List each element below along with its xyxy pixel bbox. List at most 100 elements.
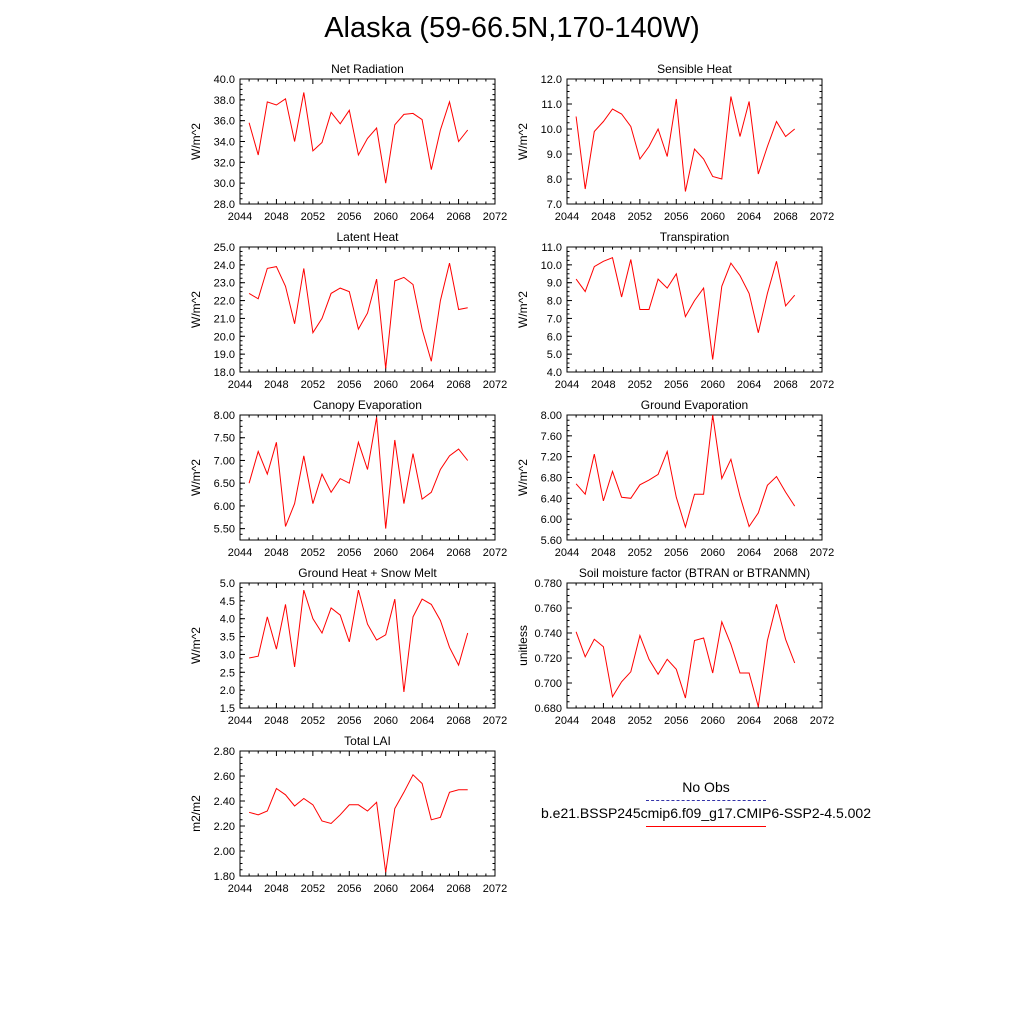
legend-obs: No Obs [540, 778, 872, 804]
y-tick-label: 3.0 [220, 649, 235, 661]
plot-frame [566, 78, 823, 205]
legend-obs-line [646, 800, 766, 801]
y-axis-label: W/m^2 [516, 123, 530, 160]
panel-title: Net Radiation [331, 62, 404, 76]
x-tick-label: 2064 [737, 379, 761, 391]
y-tick-label: 4.0 [547, 367, 562, 379]
x-tick-label: 2048 [591, 715, 615, 727]
plot-frame [239, 78, 496, 205]
x-tick-label: 2048 [264, 883, 288, 895]
x-tick-label: 2064 [737, 547, 761, 559]
legend-model-line [646, 826, 766, 827]
x-tick-label: 2072 [483, 211, 507, 223]
y-tick-label: 6.00 [541, 514, 562, 526]
series-line [248, 262, 468, 369]
y-tick-label: 6.0 [547, 331, 562, 343]
y-axis-label: W/m^2 [189, 627, 203, 664]
y-tick-label: 1.5 [220, 703, 235, 715]
x-tick-label: 2072 [810, 379, 834, 391]
y-tick-label: 2.80 [214, 746, 235, 758]
y-tick-label: 36.0 [214, 116, 235, 128]
chart-panel: Transpiration W/m^2 2044 2048 2052 2056 2060 20… [516, 230, 834, 391]
y-tick-label: 5.0 [547, 349, 562, 361]
y-tick-label: 2.0 [220, 685, 235, 697]
x-tick-label: 2056 [664, 715, 688, 727]
x-tick-label: 2072 [483, 547, 507, 559]
x-tick-label: 2064 [410, 379, 434, 391]
x-tick-label: 2060 [373, 883, 397, 895]
y-tick-label: 7.0 [547, 313, 562, 325]
y-tick-label: 4.0 [220, 614, 235, 626]
chart-panel: Latent Heat W/m^2 2044 2048 2052 2056 2060 2064… [189, 230, 507, 391]
legend-obs-label: No Obs [682, 779, 730, 795]
y-tick-label: 2.60 [214, 771, 235, 783]
y-tick-label: 19.0 [214, 349, 235, 361]
y-tick-label: 7.20 [541, 452, 562, 464]
x-tick-label: 2056 [664, 379, 688, 391]
y-tick-label: 0.760 [534, 603, 562, 615]
x-tick-label: 2044 [228, 547, 252, 559]
x-tick-label: 2064 [737, 211, 761, 223]
x-tick-label: 2072 [483, 715, 507, 727]
x-tick-label: 2044 [555, 547, 579, 559]
y-tick-label: 38.0 [214, 95, 235, 107]
y-tick-label: 40.0 [214, 74, 235, 86]
y-tick-label: 5.50 [214, 524, 235, 536]
y-tick-label: 21.0 [214, 313, 235, 325]
series-line [575, 96, 796, 192]
x-tick-label: 2044 [555, 379, 579, 391]
plot-frame [239, 246, 496, 373]
x-tick-label: 2048 [591, 547, 615, 559]
y-tick-label: 0.740 [534, 628, 562, 640]
x-tick-label: 2052 [301, 379, 325, 391]
y-tick-label: 23.0 [214, 278, 235, 290]
y-tick-label: 4.5 [220, 596, 235, 608]
x-tick-label: 2068 [773, 211, 797, 223]
x-tick-label: 2068 [773, 379, 797, 391]
plot-frame [566, 582, 823, 709]
series-line [249, 589, 469, 692]
x-tick-label: 2048 [264, 211, 288, 223]
y-tick-label: 2.20 [214, 821, 235, 833]
x-tick-label: 2044 [228, 715, 252, 727]
y-tick-label: 9.0 [547, 149, 562, 161]
y-tick-label: 1.80 [214, 871, 235, 883]
y-tick-label: 7.50 [214, 433, 235, 445]
x-tick-label: 2060 [373, 547, 397, 559]
panel-title: Transpiration [660, 230, 730, 244]
x-tick-label: 2068 [446, 547, 470, 559]
x-tick-label: 2064 [410, 211, 434, 223]
x-tick-label: 2052 [301, 715, 325, 727]
panel-title: Total LAI [344, 734, 391, 748]
y-tick-label: 6.50 [214, 478, 235, 490]
series-line [248, 417, 469, 529]
x-tick-label: 2056 [337, 715, 361, 727]
y-tick-label: 20.0 [214, 331, 235, 343]
y-tick-label: 6.00 [214, 501, 235, 513]
plot-frame [239, 750, 496, 877]
x-tick-label: 2064 [410, 547, 434, 559]
panel-title: Ground Heat + Snow Melt [298, 566, 437, 580]
x-tick-label: 2068 [446, 715, 470, 727]
y-tick-label: 7.00 [214, 455, 235, 467]
page-title: Alaska (59-66.5N,170-140W) [324, 12, 700, 44]
y-tick-label: 2.5 [220, 667, 235, 679]
x-tick-label: 2052 [301, 211, 325, 223]
x-tick-label: 2052 [628, 715, 652, 727]
x-tick-label: 2072 [810, 211, 834, 223]
y-axis-label: m2/m2 [189, 795, 203, 832]
y-axis-label: W/m^2 [189, 291, 203, 328]
y-tick-label: 0.680 [534, 703, 562, 715]
x-tick-label: 2068 [446, 211, 470, 223]
chart-panel: Canopy Evaporation W/m^2 2044 2048 2052 2056 2… [189, 398, 507, 559]
plot-frame [239, 414, 496, 541]
x-tick-label: 2052 [628, 547, 652, 559]
series-line [575, 414, 796, 529]
y-tick-label: 34.0 [214, 137, 235, 149]
x-tick-label: 2044 [228, 883, 252, 895]
y-tick-label: 7.0 [547, 199, 562, 211]
x-tick-label: 2056 [337, 547, 361, 559]
x-tick-label: 2056 [337, 211, 361, 223]
y-tick-label: 6.40 [541, 493, 562, 505]
